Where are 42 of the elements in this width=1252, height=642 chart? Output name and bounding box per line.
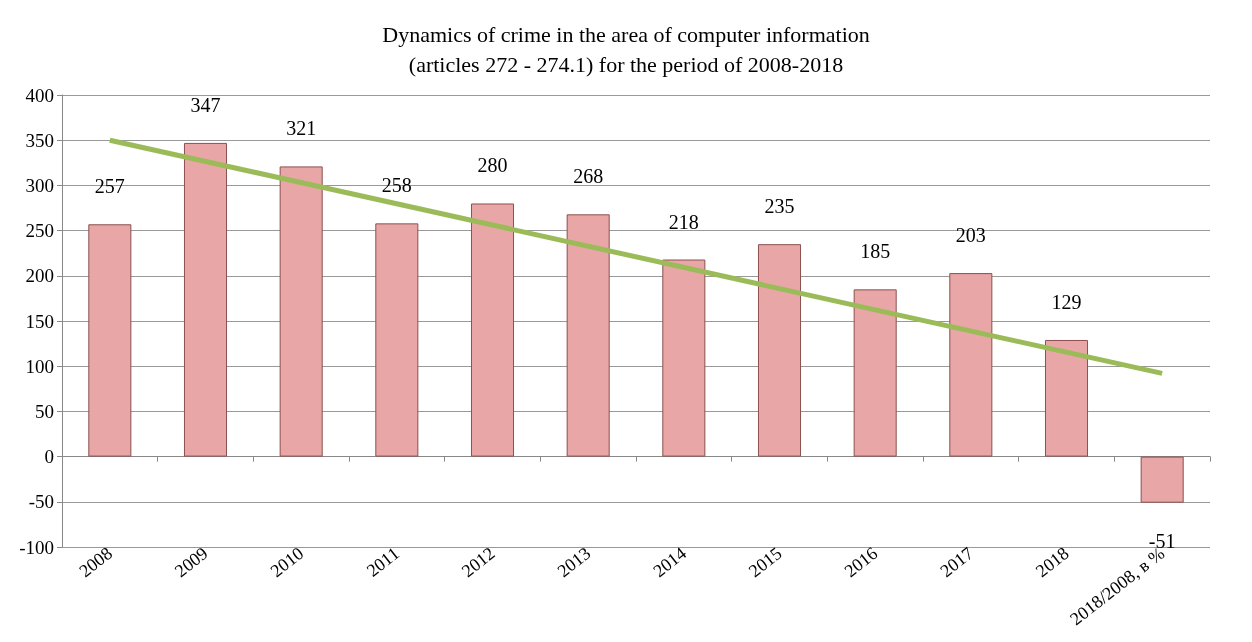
x-tick-label: 2009: [170, 543, 212, 582]
bar: [88, 224, 132, 457]
bar: [470, 203, 515, 457]
bar: [1140, 456, 1184, 503]
x-tick-label: 2011: [362, 543, 403, 581]
data-label: 129: [1051, 290, 1082, 313]
y-tick-label: 250: [25, 220, 54, 242]
x-tick-label: 2013: [553, 543, 595, 582]
bar: [566, 214, 610, 457]
bar: [662, 259, 706, 457]
y-tick-label: 100: [25, 355, 54, 377]
data-label: 203: [955, 224, 986, 247]
data-label: 321: [286, 117, 317, 140]
bar: [757, 244, 802, 457]
y-tick-label: 350: [25, 129, 54, 151]
y-tick-label: 400: [25, 84, 54, 106]
bar: [853, 289, 897, 457]
y-tick-label: -50: [28, 491, 54, 513]
x-tick-label: 2010: [266, 543, 308, 582]
bar: [183, 142, 228, 457]
x-tick-label: 2012: [457, 543, 499, 582]
y-tick-label: 50: [35, 400, 54, 422]
x-tick-label: 2018: [1031, 543, 1073, 582]
y-tick-label: 0: [44, 446, 54, 468]
data-label: 347: [190, 93, 221, 116]
data-label: 280: [477, 154, 508, 177]
y-tick-label: -100: [19, 536, 54, 558]
bar: [949, 273, 993, 457]
x-tick-label: 2008: [75, 543, 116, 582]
bar: [375, 223, 419, 457]
chart-title: Dynamics of crime in the area of computer information (articles 272 - 274.1) for the period of 2008-2018: [382, 21, 870, 77]
data-label: 258: [381, 174, 412, 197]
data-label: 235: [764, 195, 795, 218]
y-tick-label: 300: [25, 174, 54, 196]
data-label: 268: [573, 165, 604, 188]
data-label: 218: [668, 210, 699, 233]
bar: [1044, 339, 1089, 457]
data-label: 257: [94, 175, 125, 198]
bar: [279, 166, 323, 457]
y-tick-label: 150: [25, 310, 54, 332]
data-label: 185: [860, 240, 891, 263]
y-tick-label: 200: [25, 265, 54, 287]
